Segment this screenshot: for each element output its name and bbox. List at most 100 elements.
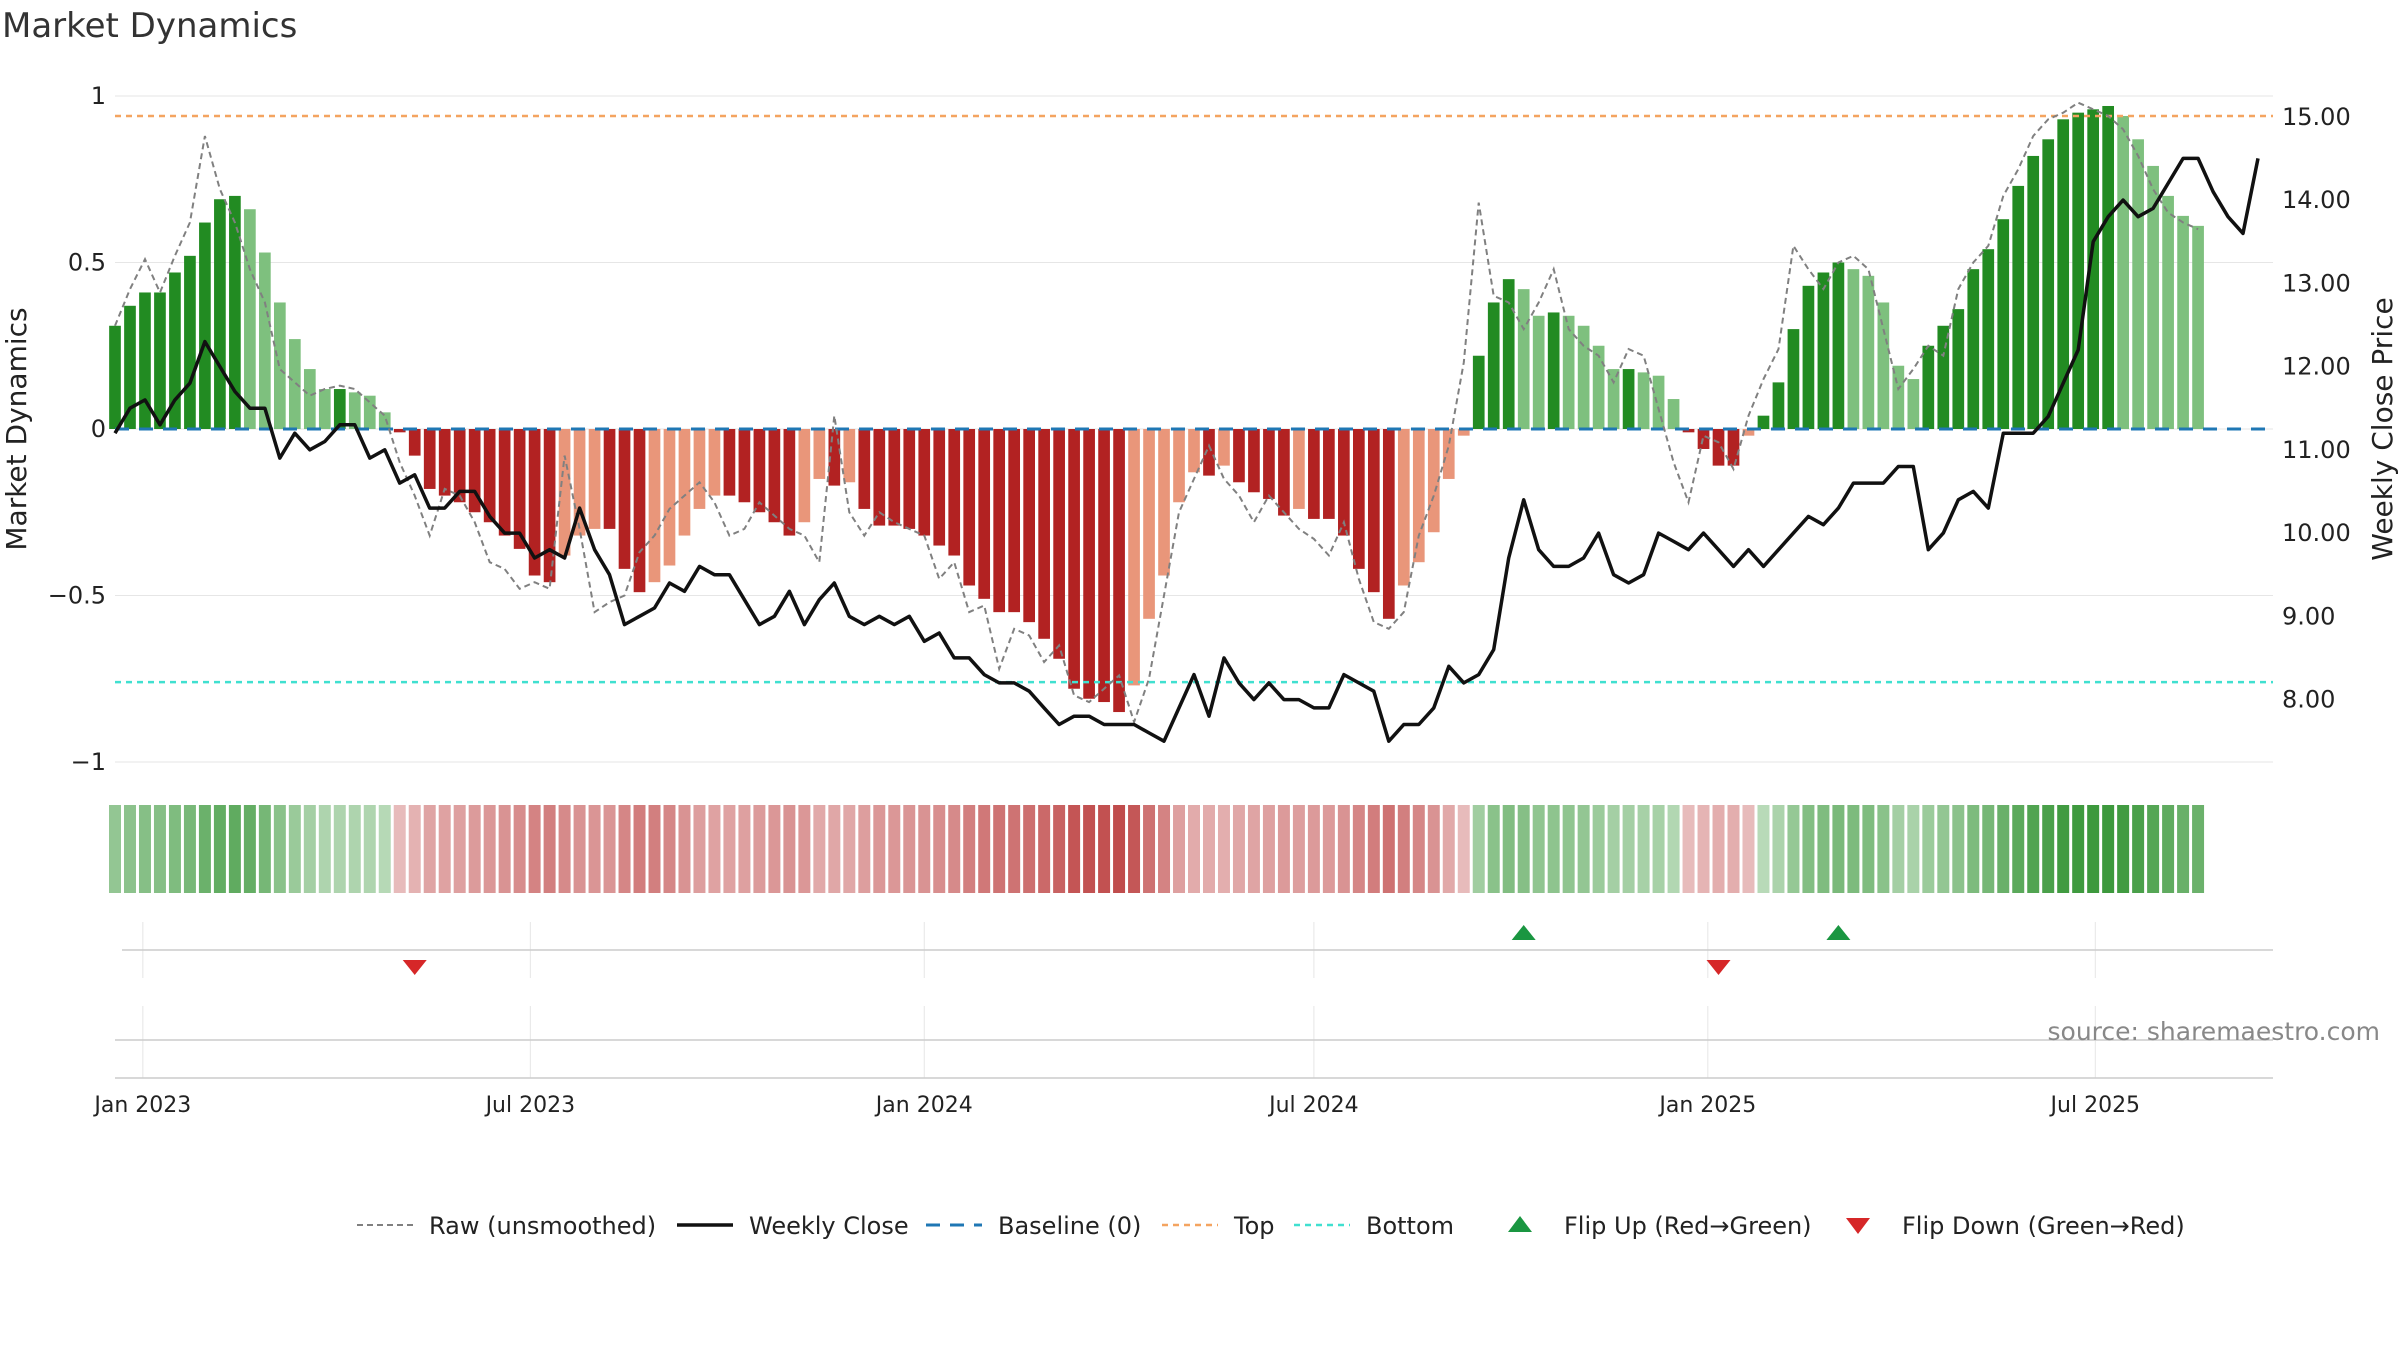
regime-strip-cell bbox=[1247, 805, 1260, 893]
raw-unsmoothed-line bbox=[114, 101, 2199, 726]
dynamics-bar bbox=[948, 429, 961, 556]
regime-strip-cell bbox=[1772, 805, 1785, 893]
dynamics-bar bbox=[573, 429, 586, 536]
regime-strip-cell bbox=[483, 805, 496, 893]
source-credit: source: sharemaestro.com bbox=[2048, 1017, 2381, 1046]
regime-strip-cell bbox=[963, 805, 976, 893]
regime-strip-cell bbox=[1487, 805, 1500, 893]
x-tick-label: Jul 2024 bbox=[1267, 1093, 1359, 1118]
dynamics-bar bbox=[528, 429, 541, 576]
flip-up-marker bbox=[1826, 925, 1851, 940]
regime-strip-cell bbox=[948, 805, 961, 893]
regime-strip-cell bbox=[333, 805, 346, 893]
dynamics-bar bbox=[1442, 429, 1455, 479]
regime-strip-cell bbox=[693, 805, 706, 893]
dynamics-bar bbox=[1727, 429, 1740, 466]
regime-strip-cell bbox=[2177, 805, 2190, 893]
dynamics-bar bbox=[1667, 399, 1680, 429]
dynamics-bar bbox=[1847, 269, 1860, 429]
dynamics-bar bbox=[1652, 375, 1665, 429]
dynamics-bar bbox=[1787, 329, 1800, 429]
regime-strip-cell bbox=[1862, 805, 1875, 893]
dynamics-bar bbox=[423, 429, 436, 489]
regime-strip-cell bbox=[1547, 805, 1560, 893]
regime-strip-cell bbox=[573, 805, 586, 893]
dynamics-bar bbox=[1592, 345, 1605, 429]
regime-strip-cell bbox=[438, 805, 451, 893]
dynamics-bar bbox=[1338, 429, 1350, 536]
dynamics-bar bbox=[393, 429, 406, 433]
dynamics-bar bbox=[813, 429, 826, 479]
y-tick-label: 1 bbox=[91, 82, 106, 110]
regime-strip-cell bbox=[843, 805, 856, 893]
regime-strip-cell bbox=[588, 805, 601, 893]
y2-tick-label: 11.00 bbox=[2282, 436, 2351, 464]
regime-strip-cell bbox=[1068, 805, 1081, 893]
dynamics-bar bbox=[1952, 309, 1965, 429]
regime-strip-cell bbox=[1712, 805, 1725, 893]
dynamics-bar bbox=[438, 429, 451, 496]
dynamics-bar bbox=[2132, 139, 2144, 430]
flip-down-marker bbox=[1706, 960, 1731, 975]
dynamics-bar bbox=[378, 412, 391, 429]
regime-strip-cell bbox=[2072, 805, 2085, 893]
dynamics-bar bbox=[723, 429, 736, 496]
regime-strip-cell bbox=[1427, 805, 1440, 893]
regime-strip-cell bbox=[318, 805, 331, 893]
dynamics-bar bbox=[1427, 429, 1440, 533]
dynamics-bar bbox=[888, 429, 901, 526]
regime-strip-cell bbox=[648, 805, 661, 893]
regime-strip-cell bbox=[168, 805, 181, 893]
dynamics-bar bbox=[708, 429, 721, 496]
regime-strip-cell bbox=[873, 805, 886, 893]
regime-strip-cell bbox=[2027, 805, 2040, 893]
dynamics-bar bbox=[124, 305, 136, 429]
regime-strip-cell bbox=[663, 805, 676, 893]
regime-strip-cell bbox=[1277, 805, 1290, 893]
dynamics-bar bbox=[1742, 429, 1755, 436]
regime-strip-cell bbox=[1023, 805, 1036, 893]
regime-strip-cell bbox=[2012, 805, 2025, 893]
y-tick-label: 0.5 bbox=[68, 249, 106, 277]
regime-strip-cell bbox=[768, 805, 781, 893]
dynamics-bar bbox=[783, 429, 796, 536]
regime-strip-cell bbox=[228, 805, 241, 893]
dynamics-bar bbox=[513, 429, 526, 549]
dynamics-bar bbox=[1487, 302, 1500, 429]
regime-strip-cell bbox=[1098, 805, 1111, 893]
dynamics-bar bbox=[229, 195, 241, 429]
regime-strip-cell bbox=[1202, 805, 1215, 893]
x-tick-label: Jul 2025 bbox=[2049, 1093, 2141, 1118]
dynamics-bar bbox=[1293, 429, 1305, 509]
regime-strip-cell bbox=[1832, 805, 1845, 893]
dynamics-bar bbox=[498, 429, 511, 536]
regime-strip-cell bbox=[1262, 805, 1275, 893]
dynamics-bar bbox=[1472, 355, 1485, 429]
dynamics-bar bbox=[603, 429, 616, 529]
regime-strip-cell bbox=[1742, 805, 1755, 893]
regime-strip-cell bbox=[1982, 805, 1995, 893]
dynamics-bar bbox=[768, 429, 781, 523]
dynamics-bar bbox=[1937, 325, 1950, 429]
regime-strip-cell bbox=[1997, 805, 2010, 893]
regime-strip-cell bbox=[1188, 805, 1200, 893]
regime-strip-cell bbox=[1727, 805, 1740, 893]
dynamics-bar bbox=[303, 369, 316, 429]
dynamics-bar bbox=[1892, 365, 1905, 429]
dynamics-bar bbox=[1323, 429, 1335, 519]
regime-strip-cell bbox=[1382, 805, 1395, 893]
dynamics-bar bbox=[259, 252, 271, 429]
y-tick-label: −0.5 bbox=[48, 582, 106, 610]
regime-strip-cell bbox=[1622, 805, 1635, 893]
regime-strip-cell bbox=[813, 805, 826, 893]
regime-strip-cell bbox=[303, 805, 316, 893]
regime-strip-cell bbox=[408, 805, 421, 893]
dynamics-bar bbox=[1023, 429, 1035, 623]
regime-strip-cell bbox=[1442, 805, 1455, 893]
y2-axis-label: Weekly Close Price bbox=[2366, 297, 2399, 560]
dynamics-bar bbox=[993, 429, 1006, 613]
regime-strip-cell bbox=[468, 805, 481, 893]
regime-strip-cell bbox=[2042, 805, 2055, 893]
regime-strip-cell bbox=[213, 805, 226, 893]
